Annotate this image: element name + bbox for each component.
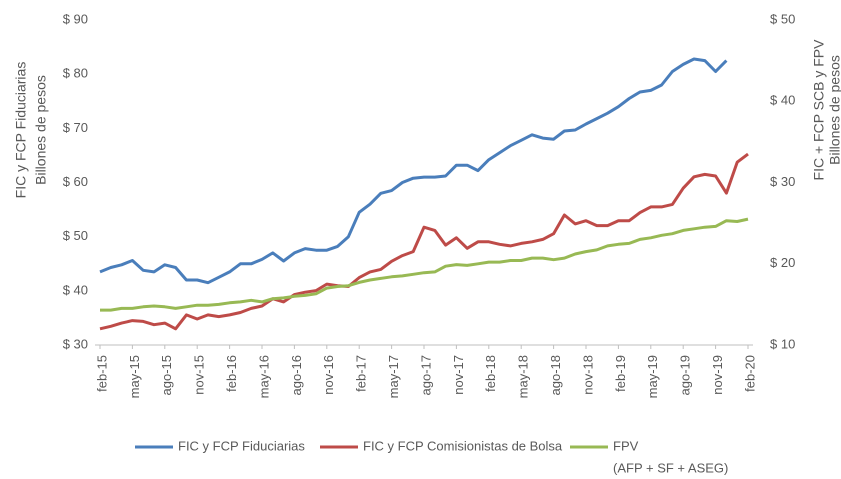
x-tick-label: nov-16 [321, 355, 336, 395]
y-tick-label: $ 80 [63, 66, 88, 81]
y-axis-title: FIC y FCP Fiduciarias [13, 62, 29, 199]
x-tick-label: ago-17 [418, 355, 433, 395]
legend-label: FPV [613, 438, 639, 453]
y-tick-label: $ 40 [63, 282, 88, 297]
x-tick-label: nov-17 [451, 355, 466, 395]
legend-label: FIC y FCP Comisionistas de Bolsa [363, 438, 563, 453]
x-tick-label: feb-20 [742, 355, 757, 392]
y2-axis-title: FIC + FCP SCB y FPV [811, 39, 827, 181]
y-tick-label: $ 90 [63, 11, 88, 26]
x-tick-label: ago-15 [159, 355, 174, 395]
x-tick-label: may-18 [516, 355, 531, 398]
x-tick-label: feb-19 [613, 355, 628, 392]
x-tick-label: ago-19 [678, 355, 693, 395]
y-axis-title: Billones de pesos [33, 75, 49, 185]
series-line [99, 152, 749, 331]
legend-label: FIC y FCP Fiduciarias [178, 438, 305, 453]
x-tick-label: nov-15 [192, 355, 207, 395]
y-tick-label: $ 30 [63, 336, 88, 351]
x-tick-label: nov-18 [580, 355, 595, 395]
y2-tick-label: $ 10 [770, 336, 795, 351]
x-tick-label: ago-18 [548, 355, 563, 395]
series-line [99, 57, 728, 285]
x-tick-label: may-16 [256, 355, 271, 398]
y-tick-label: $ 60 [63, 174, 88, 189]
x-tick-label: ago-16 [289, 355, 304, 395]
x-tick-label: may-17 [386, 355, 401, 398]
y2-axis-title: Billones de pesos [827, 55, 841, 165]
x-tick-label: feb-16 [224, 355, 239, 392]
x-tick-label: nov-19 [710, 355, 725, 395]
y-tick-label: $ 50 [63, 228, 88, 243]
x-tick-label: feb-17 [354, 355, 369, 392]
x-tick-label: may-19 [645, 355, 660, 398]
y2-tick-label: $ 50 [770, 11, 795, 26]
x-tick-label: feb-15 [94, 355, 109, 392]
legend-note: (AFP + SF + ASEG) [613, 460, 728, 475]
y2-tick-label: $ 20 [770, 255, 795, 270]
y2-tick-label: $ 30 [770, 174, 795, 189]
series-line [100, 217, 749, 312]
x-tick-label: feb-18 [483, 355, 498, 392]
y2-tick-label: $ 40 [770, 93, 795, 108]
x-tick-label: may-15 [127, 355, 142, 398]
y-tick-label: $ 70 [63, 120, 88, 135]
